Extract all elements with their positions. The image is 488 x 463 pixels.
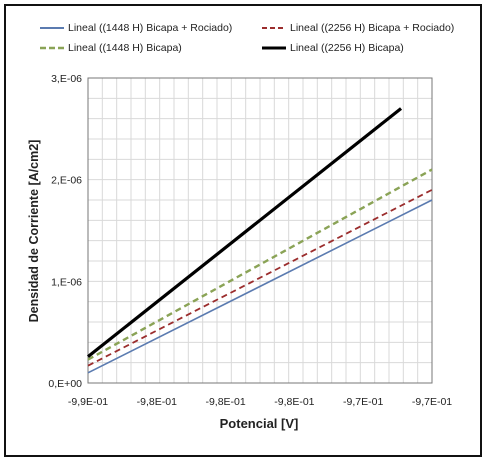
- chart-frame: [4, 4, 482, 457]
- plot-area: [87, 77, 433, 384]
- y-tick-label: 1,E-06: [51, 276, 82, 288]
- x-tick-label: -9,8E-01: [205, 396, 245, 408]
- x-tick-label: -9,7E-01: [412, 396, 452, 408]
- legend-swatch-1448-bicapa: [40, 46, 64, 50]
- y-tick-label: 3,E-06: [51, 73, 82, 85]
- y-axis-ticks: 0,E+00 1,E-06 2,E-06 3,E-06: [48, 73, 82, 390]
- series-line-2: [87, 189, 433, 367]
- y-tick-label: 2,E-06: [51, 175, 82, 187]
- legend-label-2256-bicapa: Lineal ((2256 H) Bicapa): [290, 42, 404, 54]
- legend-swatch-1448-bicapa-rociado: [40, 27, 64, 29]
- series-line-4: [87, 107, 403, 358]
- x-tick-label: -9,8E-01: [137, 396, 177, 408]
- x-axis-label: Potencial [V]: [220, 416, 299, 431]
- series-line-1: [87, 199, 433, 374]
- y-tick-label: 0,E+00: [48, 378, 82, 390]
- x-tick-label: -9,9E-01: [68, 396, 108, 408]
- legend-item-2256-bicapa: Lineal ((2256 H) Bicapa): [262, 42, 404, 54]
- legend-swatch-2256-bicapa-rociado: [262, 27, 286, 29]
- grid: [87, 77, 433, 384]
- x-axis-ticks: -9,9E-01 -9,8E-01 -9,8E-01 -9,8E-01 -9,7E-01…: [68, 396, 452, 408]
- legend-label-1448-bicapa-rociado: Lineal ((1448 H) Bicapa + Rociado): [68, 22, 233, 34]
- x-tick-label: -9,8E-01: [274, 396, 314, 408]
- legend-swatch-2256-bicapa: [262, 46, 286, 50]
- legend-label-1448-bicapa: Lineal ((1448 H) Bicapa): [68, 42, 182, 54]
- legend-label-2256-bicapa-rociado: Lineal ((2256 H) Bicapa + Rociado): [290, 22, 455, 34]
- legend-item-2256-bicapa-rociado: Lineal ((2256 H) Bicapa + Rociado): [262, 22, 454, 34]
- legend-item-1448-bicapa: Lineal ((1448 H) Bicapa): [40, 42, 182, 54]
- legend-item-1448-bicapa-rociado: Lineal ((1448 H) Bicapa + Rociado): [40, 22, 232, 34]
- x-tick-label: -9,7E-01: [343, 396, 383, 408]
- series-line-3: [87, 168, 433, 361]
- y-axis-label: Densidad de Corriente [A/cm2]: [27, 140, 41, 323]
- series-layer: [87, 107, 433, 374]
